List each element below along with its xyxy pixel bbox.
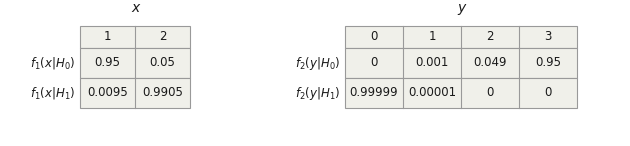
Text: 0.0095: 0.0095 (87, 86, 128, 100)
Text: 0.9905: 0.9905 (142, 86, 183, 100)
Bar (80, 48, 190, 78)
Text: $f_1(x|H_1)$: $f_1(x|H_1)$ (30, 85, 75, 101)
Text: 0: 0 (370, 31, 378, 44)
Text: 0: 0 (486, 86, 494, 100)
Bar (345, 26, 577, 48)
Bar (345, 48, 577, 78)
Text: 1: 1 (428, 31, 436, 44)
Text: y: y (457, 1, 465, 15)
Text: 0: 0 (544, 86, 552, 100)
Bar (80, 78, 190, 108)
Text: 0.95: 0.95 (535, 57, 561, 69)
Text: 1: 1 (104, 31, 112, 44)
Text: 0.95: 0.95 (94, 57, 120, 69)
Text: 0.05: 0.05 (149, 57, 175, 69)
Bar (345, 78, 577, 108)
Text: 3: 3 (544, 31, 552, 44)
Text: 0.00001: 0.00001 (408, 86, 456, 100)
Bar (80, 26, 190, 48)
Text: $f_1(x|H_0)$: $f_1(x|H_0)$ (30, 55, 75, 71)
Text: $f_2(y|H_1)$: $f_2(y|H_1)$ (295, 85, 340, 101)
Text: 0.001: 0.001 (415, 57, 449, 69)
Text: $f_2(y|H_0)$: $f_2(y|H_0)$ (295, 54, 340, 72)
Text: 0: 0 (370, 57, 378, 69)
Text: 2: 2 (159, 31, 166, 44)
Text: 0.99999: 0.99999 (350, 86, 398, 100)
Text: 2: 2 (486, 31, 494, 44)
Text: 0.049: 0.049 (473, 57, 507, 69)
Text: x: x (131, 1, 139, 15)
